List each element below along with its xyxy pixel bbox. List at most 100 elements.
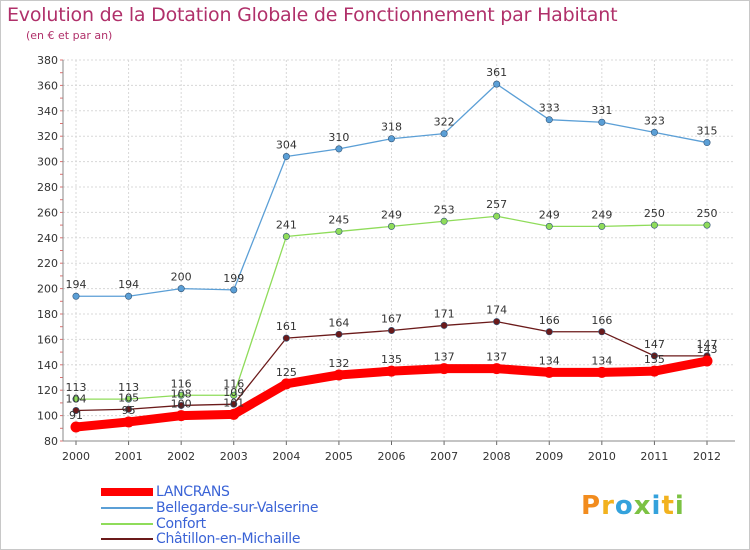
data-label: 167 [381,313,402,326]
x-tick-label: 2004 [272,450,300,463]
data-label: 161 [276,320,297,333]
logo-letter: i [674,491,685,521]
data-point [703,221,711,229]
chart-subtitle: (en € et par an) [26,29,113,42]
data-label: 166 [539,314,560,327]
x-tick-label: 2009 [535,450,563,463]
data-point [230,286,238,294]
logo-letter: o [614,491,634,521]
logo-letter: t [661,491,675,521]
data-label: 318 [381,121,402,134]
data-label: 249 [591,208,612,221]
data-label: 125 [276,366,297,379]
data-label: 174 [486,304,507,317]
data-label: 108 [171,387,192,400]
y-tick-label: 160 [37,333,58,346]
data-point [438,363,450,375]
data-point [545,222,553,230]
legend-swatch-lancrans [101,488,153,496]
data-label: 250 [697,207,718,220]
data-label: 113 [66,381,87,394]
legend-label-lancrans: LANCRANS [156,484,230,500]
x-tick-label: 2007 [430,450,458,463]
data-label: 194 [66,278,87,291]
data-label: 113 [118,381,139,394]
data-label: 249 [381,208,402,221]
y-tick-label: 260 [37,206,58,219]
data-label: 171 [434,307,455,320]
data-label: 257 [486,198,507,211]
data-point [493,318,501,326]
data-point [123,416,135,428]
data-label: 241 [276,219,297,232]
data-point [280,378,292,390]
data-label: 315 [697,125,718,138]
legend-swatch-confort [101,523,153,525]
data-label: 134 [591,354,612,367]
plot-area [63,60,735,441]
data-label: 245 [328,213,349,226]
data-point [545,328,553,336]
data-point [282,233,290,241]
data-point [596,366,608,378]
data-point [650,352,658,360]
data-point [650,221,658,229]
logo-letter: P [581,491,602,521]
data-label: 322 [434,116,455,129]
y-tick-label: 300 [37,156,58,169]
y-tick-label: 180 [37,308,58,321]
y-tick-label: 220 [37,257,58,270]
x-tick-label: 2002 [167,450,195,463]
data-label: 304 [276,139,297,152]
data-point [228,408,240,420]
legend-label-confort: Confort [156,516,206,532]
data-point [440,130,448,138]
data-label: 116 [171,377,192,390]
y-tick-label: 360 [37,79,58,92]
data-point [598,328,606,336]
legend-item-lancrans: LANCRANS [101,484,230,500]
data-point [650,128,658,136]
data-label: 166 [591,314,612,327]
data-point [387,222,395,230]
data-point [493,212,501,220]
y-tick-label: 280 [37,181,58,194]
data-point [175,410,187,422]
logo-letter: r [601,491,615,521]
data-label: 91 [69,409,83,422]
data-label: 137 [486,351,507,364]
legend-swatch-chatillon [101,538,153,540]
y-tick-label: 240 [37,232,58,245]
legend-item-confort: Confort [101,516,206,532]
data-point [72,407,80,415]
y-tick-label: 100 [37,410,58,423]
y-tick-label: 120 [37,384,58,397]
x-tick-label: 2003 [220,450,248,463]
data-point [333,369,345,381]
legend-label-bellegarde: Bellegarde-sur-Valserine [156,500,319,516]
data-point [282,153,290,161]
data-label: 100 [171,398,192,411]
data-label: 143 [697,343,718,356]
data-point [335,145,343,153]
data-point [70,421,82,433]
x-tick-label: 2012 [693,450,721,463]
y-tick-label: 80 [44,435,58,448]
data-point [386,365,397,377]
data-point [493,80,501,88]
data-point [387,327,395,335]
y-tick-label: 200 [37,283,58,296]
data-label: 147 [697,338,718,351]
data-label: 105 [118,391,139,404]
y-tick-label: 380 [37,54,58,67]
data-label: 147 [644,338,665,351]
data-point [387,135,395,143]
data-point [125,292,133,300]
data-point [703,139,711,147]
data-label: 249 [539,208,560,221]
data-point [335,227,343,235]
data-point [543,366,555,378]
data-label: 164 [328,316,349,329]
